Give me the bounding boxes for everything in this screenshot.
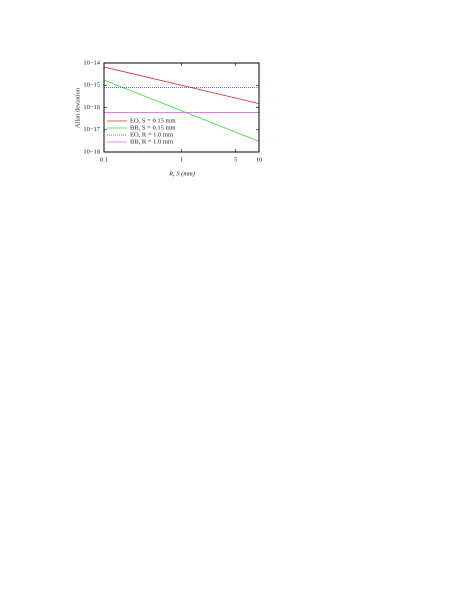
x-axis-label: R, S (mm): [168, 170, 195, 177]
y-tick-label: 10−17: [83, 126, 100, 133]
legend-label: BB, R = 1.0 mm: [130, 138, 173, 145]
x-tick-label: 1: [180, 156, 183, 163]
legend-label: EO, R = 1.0 mm: [130, 131, 173, 138]
series-line: [103, 79, 260, 142]
legend-label: BB, S = 0.15 mm: [130, 124, 176, 131]
y-tick-label: 10−16: [83, 104, 100, 111]
x-tick-label: 10: [256, 156, 263, 163]
y-tick-label: 10−18: [83, 148, 100, 155]
x-tick-label: 5: [234, 156, 237, 163]
y-tick-label: 10−15: [83, 82, 100, 89]
y-tick-label: 10−14: [83, 59, 100, 66]
series-line: [103, 66, 260, 104]
plot-frame: [103, 62, 260, 153]
legend-label: EO, S = 0.15 mm: [130, 117, 176, 124]
x-tick-label: 0.1: [100, 156, 108, 163]
y-axis-label: Allan deviation: [74, 87, 81, 128]
